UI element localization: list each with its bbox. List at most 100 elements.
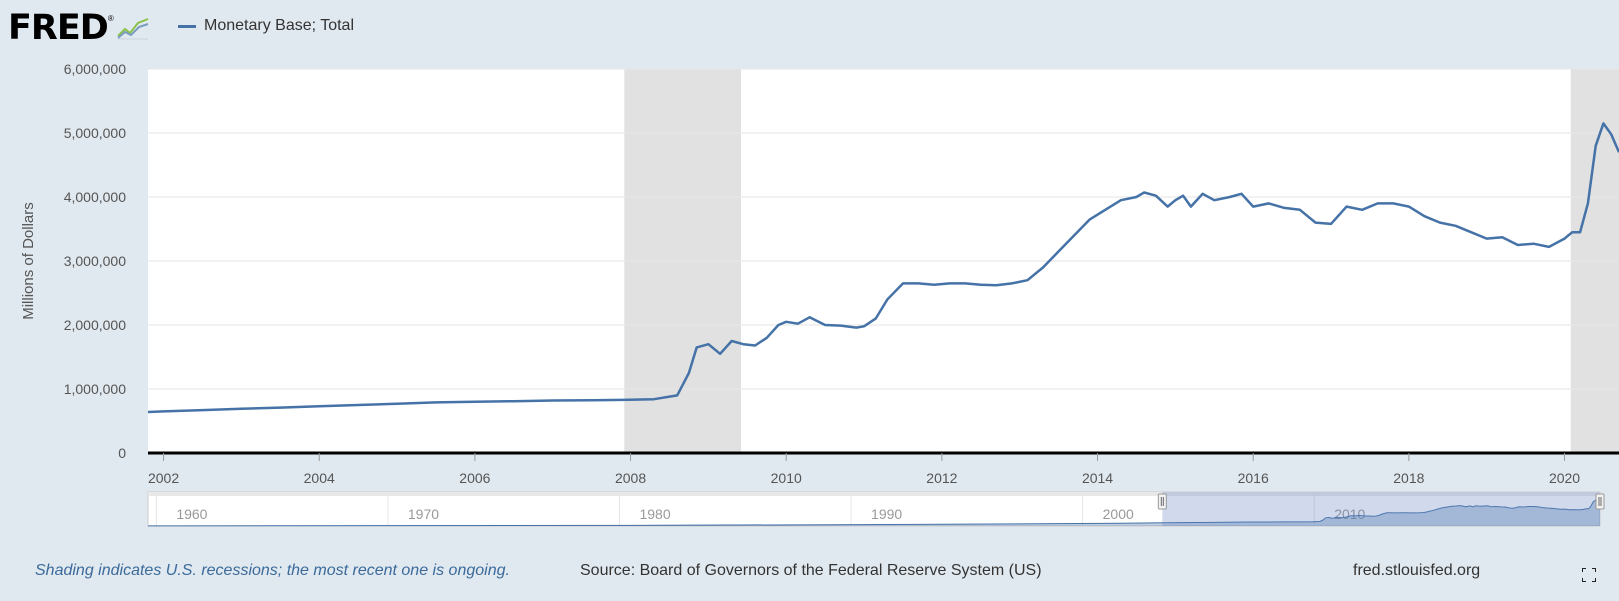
- data-point: [840, 325, 841, 326]
- data-point: [1202, 193, 1203, 194]
- data-point: [552, 400, 553, 401]
- data-point: [1408, 206, 1409, 207]
- data-point: [934, 284, 935, 285]
- data-point: [1362, 209, 1363, 210]
- data-point: [1089, 219, 1090, 220]
- data-point: [731, 341, 732, 342]
- data-point: [202, 410, 203, 411]
- y-tick-label: 5,000,000: [64, 125, 126, 141]
- data-point: [148, 412, 149, 413]
- fred-logo[interactable]: FRED ®: [8, 8, 150, 48]
- data-point: [766, 337, 767, 338]
- data-point: [1611, 134, 1612, 135]
- data-point: [1155, 195, 1156, 196]
- y-axis-label: Millions of Dollars: [20, 202, 37, 320]
- data-point: [474, 401, 475, 402]
- data-point: [696, 347, 697, 348]
- data-point: [949, 283, 950, 284]
- x-tick-label: 2002: [148, 470, 179, 486]
- data-point: [1241, 193, 1242, 194]
- legend-swatch: [178, 24, 196, 28]
- data-point: [856, 327, 857, 328]
- navigator-series-area: [148, 500, 1600, 526]
- data-point: [1027, 280, 1028, 281]
- x-tick-label: 2008: [615, 470, 646, 486]
- data-point: [1105, 209, 1106, 210]
- data-point: [1455, 225, 1456, 226]
- legend-label: Monetary Base; Total: [204, 17, 355, 34]
- data-point: [1167, 206, 1168, 207]
- data-point: [797, 323, 798, 324]
- data-point: [720, 353, 721, 354]
- data-point: [1486, 238, 1487, 239]
- data-point: [1346, 206, 1347, 207]
- footer: Shading indicates U.S. recessions; the m…: [0, 562, 1619, 592]
- data-point: [1471, 232, 1472, 233]
- data-point: [1315, 222, 1316, 223]
- data-point: [1183, 195, 1184, 196]
- data-point: [965, 283, 966, 284]
- data-point: [1517, 245, 1518, 246]
- source-note: Source: Board of Governors of the Federa…: [580, 562, 1042, 579]
- data-point: [1268, 203, 1269, 204]
- x-tick-label: 2012: [926, 470, 957, 486]
- data-point: [1603, 123, 1604, 124]
- data-point: [241, 408, 242, 409]
- data-point: [1533, 243, 1534, 244]
- data-point: [1424, 216, 1425, 217]
- x-tick-label: 2014: [1082, 470, 1113, 486]
- data-point: [513, 401, 514, 402]
- data-point: [622, 399, 623, 400]
- data-point: [1580, 232, 1581, 233]
- navigator-tick-label: 1980: [639, 506, 670, 522]
- data-point: [1136, 197, 1137, 198]
- data-point: [1229, 197, 1230, 198]
- data-point: [358, 405, 359, 406]
- navigator-handle-left[interactable]: [1157, 493, 1167, 510]
- data-point: [1074, 235, 1075, 236]
- data-point: [653, 399, 654, 400]
- x-tick-label: 2006: [459, 470, 490, 486]
- data-point: [809, 317, 810, 318]
- navigator-handle-right[interactable]: [1595, 493, 1605, 510]
- data-point: [1595, 145, 1596, 146]
- data-point: [435, 402, 436, 403]
- legend[interactable]: Monetary Base; Total: [178, 17, 354, 35]
- data-point: [688, 373, 689, 374]
- data-point: [825, 325, 826, 326]
- data-point: [1439, 222, 1440, 223]
- data-point: [677, 395, 678, 396]
- navigator-tick-label: 1960: [176, 506, 207, 522]
- data-point: [1299, 209, 1300, 210]
- logo-chart-icon: [117, 18, 149, 40]
- data-point: [1058, 251, 1059, 252]
- data-point: [1284, 207, 1285, 208]
- data-point: [1564, 238, 1565, 239]
- y-tick-label: 0: [118, 445, 126, 461]
- chart[interactable]: 0 1,000,000 2,000,000 3,000,000 4,000,000 5,0…: [0, 0, 1619, 560]
- x-tick-label: 2004: [304, 470, 335, 486]
- recession-note: Shading indicates U.S. recessions; the m…: [35, 562, 510, 579]
- data-point: [996, 285, 997, 286]
- data-point: [887, 299, 888, 300]
- data-point: [1502, 237, 1503, 238]
- data-point: [163, 411, 164, 412]
- data-point: [1587, 203, 1588, 204]
- data-point: [1393, 203, 1394, 204]
- data-point: [1120, 200, 1121, 201]
- x-tick-label: 2018: [1393, 470, 1424, 486]
- navigator-selection: [1162, 492, 1600, 526]
- x-tick-label: 2010: [771, 470, 802, 486]
- y-tick-label: 4,000,000: [64, 189, 126, 205]
- data-point: [778, 325, 779, 326]
- data-point: [743, 344, 744, 345]
- data-point: [1331, 223, 1332, 224]
- fullscreen-icon[interactable]: [1582, 568, 1596, 582]
- data-point: [1043, 267, 1044, 268]
- y-tick-label: 2,000,000: [64, 317, 126, 333]
- navigator-scroll-track: [148, 492, 1600, 496]
- navigator-tick-label: 2000: [1103, 506, 1134, 522]
- site-link[interactable]: fred.stlouisfed.org: [1353, 562, 1481, 579]
- y-tick-label: 1,000,000: [64, 381, 126, 397]
- navigator-series-line: [147, 499, 1601, 527]
